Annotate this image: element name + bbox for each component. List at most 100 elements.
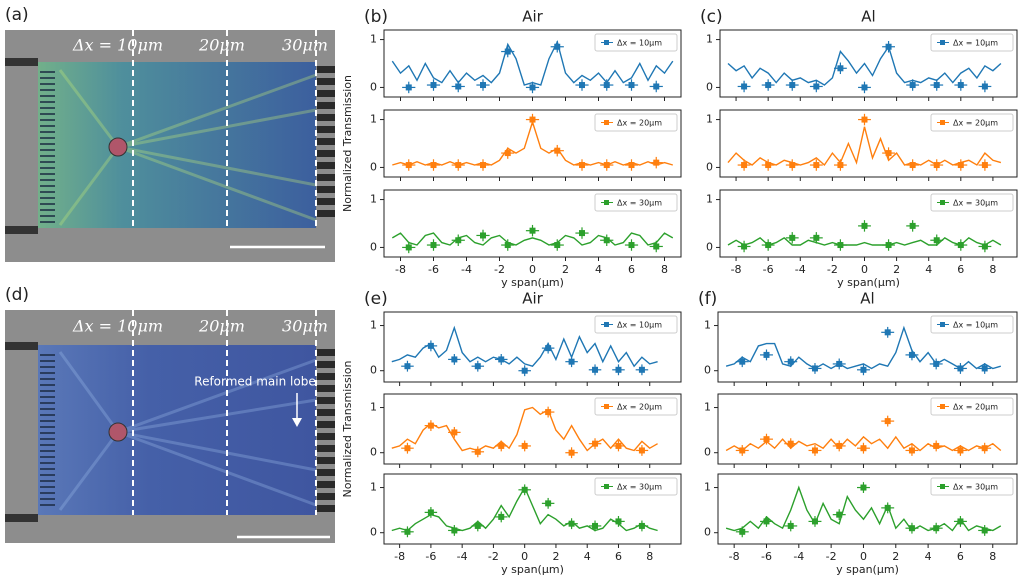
x-tick-label: 2: [892, 550, 899, 563]
data-point: [521, 442, 528, 449]
data-point: [521, 367, 528, 374]
data-point: [957, 82, 964, 89]
legend-label: Δx = 30μm: [617, 483, 662, 492]
y-tick-label: 0: [370, 526, 377, 539]
data-point: [430, 82, 437, 89]
y-axis-label: Normalized Transmission: [341, 75, 354, 212]
chart-title: Air: [522, 290, 543, 308]
y-tick-label: 0: [370, 446, 377, 459]
plot-frame: [717, 473, 1018, 545]
x-tick-label: 2: [562, 263, 569, 276]
x-tick-label: -4: [457, 550, 468, 563]
data-point: [933, 162, 940, 169]
x-tick-label: -8: [394, 550, 405, 563]
y-tick-label: 1: [370, 401, 377, 414]
grating: [317, 469, 335, 476]
y-tick-label: 0: [370, 240, 377, 253]
x-tick-label: -8: [731, 263, 742, 276]
x-axis-label: y span(μm): [836, 563, 899, 576]
y-tick-label: 0: [370, 160, 377, 173]
data-point: [885, 242, 892, 249]
grating: [317, 174, 335, 181]
panel-label: (c): [700, 7, 723, 27]
data-point: [592, 522, 599, 529]
image-a: Δx = 10μm 20μm 30μm (a): [5, 5, 335, 262]
data-point: [981, 365, 988, 372]
field: [38, 62, 316, 228]
legend-marker: [940, 322, 945, 327]
grating: [317, 409, 335, 416]
data-point: [787, 522, 794, 529]
data-point: [763, 351, 770, 358]
data-point: [763, 518, 770, 525]
x-tick-label: -2: [827, 263, 838, 276]
legend-box: [594, 477, 678, 496]
grating: [317, 373, 335, 380]
legend-marker: [940, 404, 945, 409]
data-point: [404, 445, 411, 452]
x-tick-label: 6: [615, 550, 622, 563]
data-point: [981, 445, 988, 452]
sim-curve: [725, 435, 1002, 452]
data-point: [957, 447, 964, 454]
data-point: [933, 360, 940, 367]
grating: [317, 78, 335, 85]
grating: [317, 505, 335, 512]
data-point: [957, 518, 964, 525]
y-axis-label: Normalized Transmission: [341, 361, 354, 498]
data-point: [811, 447, 818, 454]
x-tick-label: -8: [395, 263, 406, 276]
x-tick-label: -6: [763, 263, 774, 276]
sim-curve: [391, 325, 658, 368]
data-point: [789, 162, 796, 169]
data-point: [789, 82, 796, 89]
grating: [317, 90, 335, 97]
legend-label: Δx = 30μm: [953, 483, 998, 492]
x-tick-label: 8: [646, 550, 653, 563]
panel-label: (b): [364, 7, 388, 27]
data-point: [405, 84, 412, 91]
data-point: [837, 65, 844, 72]
data-point: [638, 366, 645, 373]
x-tick-label: 0: [529, 263, 536, 276]
data-point: [837, 242, 844, 249]
legend-box: [594, 315, 678, 334]
x-tick-label: 4: [595, 263, 602, 276]
x-tick-label: 4: [925, 263, 932, 276]
data-point: [836, 442, 843, 449]
annotation: Reformed main lobe: [194, 375, 315, 389]
data-point: [480, 232, 486, 239]
data-point: [765, 162, 772, 169]
data-point: [908, 351, 915, 358]
grating: [317, 162, 335, 169]
data-point: [455, 83, 462, 90]
data-point: [837, 162, 844, 169]
x-axis-label: y span(μm): [501, 276, 564, 289]
data-point: [933, 525, 940, 532]
rays: [58, 69, 317, 226]
data-point: [451, 356, 458, 363]
legend-marker: [604, 322, 609, 327]
x-tick-label: 8: [661, 263, 668, 276]
grating: [317, 102, 335, 109]
data-point: [981, 527, 988, 534]
legend-marker: [604, 200, 609, 205]
data-point: [909, 82, 916, 89]
plot-frame: [719, 189, 1018, 258]
data-point: [739, 358, 746, 365]
data-point: [813, 83, 820, 90]
image-label: Δx = 10μm: [72, 36, 163, 55]
data-point: [474, 363, 481, 370]
data-point: [787, 358, 794, 365]
data-point: [908, 447, 915, 454]
legend-label: Δx = 20μm: [617, 403, 662, 412]
legend-box: [930, 477, 1014, 496]
data-point: [653, 159, 660, 166]
data-point: [908, 525, 915, 532]
y-tick-label: 1: [704, 319, 711, 332]
arrow-head: [292, 418, 302, 427]
data-point: [615, 518, 622, 525]
grating: [317, 126, 335, 133]
y-tick-label: 0: [704, 364, 711, 377]
